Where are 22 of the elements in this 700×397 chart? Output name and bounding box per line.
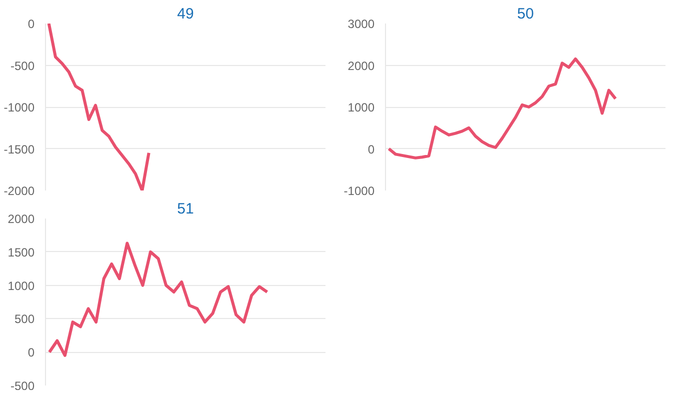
line-series bbox=[387, 57, 617, 160]
y-tick-label: 0 bbox=[28, 346, 35, 360]
y-tick-label: 2000 bbox=[348, 58, 375, 73]
y-tick-label: 0 bbox=[28, 17, 35, 31]
y-tick-label: -1000 bbox=[4, 100, 35, 114]
y-tick-label: -1500 bbox=[4, 142, 35, 156]
chart-title: 49 bbox=[177, 6, 194, 22]
y-tick-label: 0 bbox=[368, 142, 375, 156]
line-series bbox=[48, 242, 269, 357]
chart-title: 50 bbox=[517, 6, 534, 22]
y-tick-label: -1000 bbox=[344, 184, 375, 198]
y-tick-label: -500 bbox=[10, 379, 35, 393]
y-tick-label: 3000 bbox=[348, 17, 375, 31]
line-series bbox=[47, 24, 150, 190]
y-tick-label: 1000 bbox=[8, 278, 35, 293]
chart-title: 51 bbox=[177, 200, 194, 218]
y-tick-label: 2000 bbox=[8, 212, 35, 226]
y-tick-label: -500 bbox=[10, 58, 35, 73]
y-tick-label: 1000 bbox=[348, 100, 375, 114]
y-tick-label: 1500 bbox=[8, 245, 35, 260]
y-tick-label: 500 bbox=[14, 312, 35, 326]
y-tick-label: -2000 bbox=[4, 184, 35, 198]
